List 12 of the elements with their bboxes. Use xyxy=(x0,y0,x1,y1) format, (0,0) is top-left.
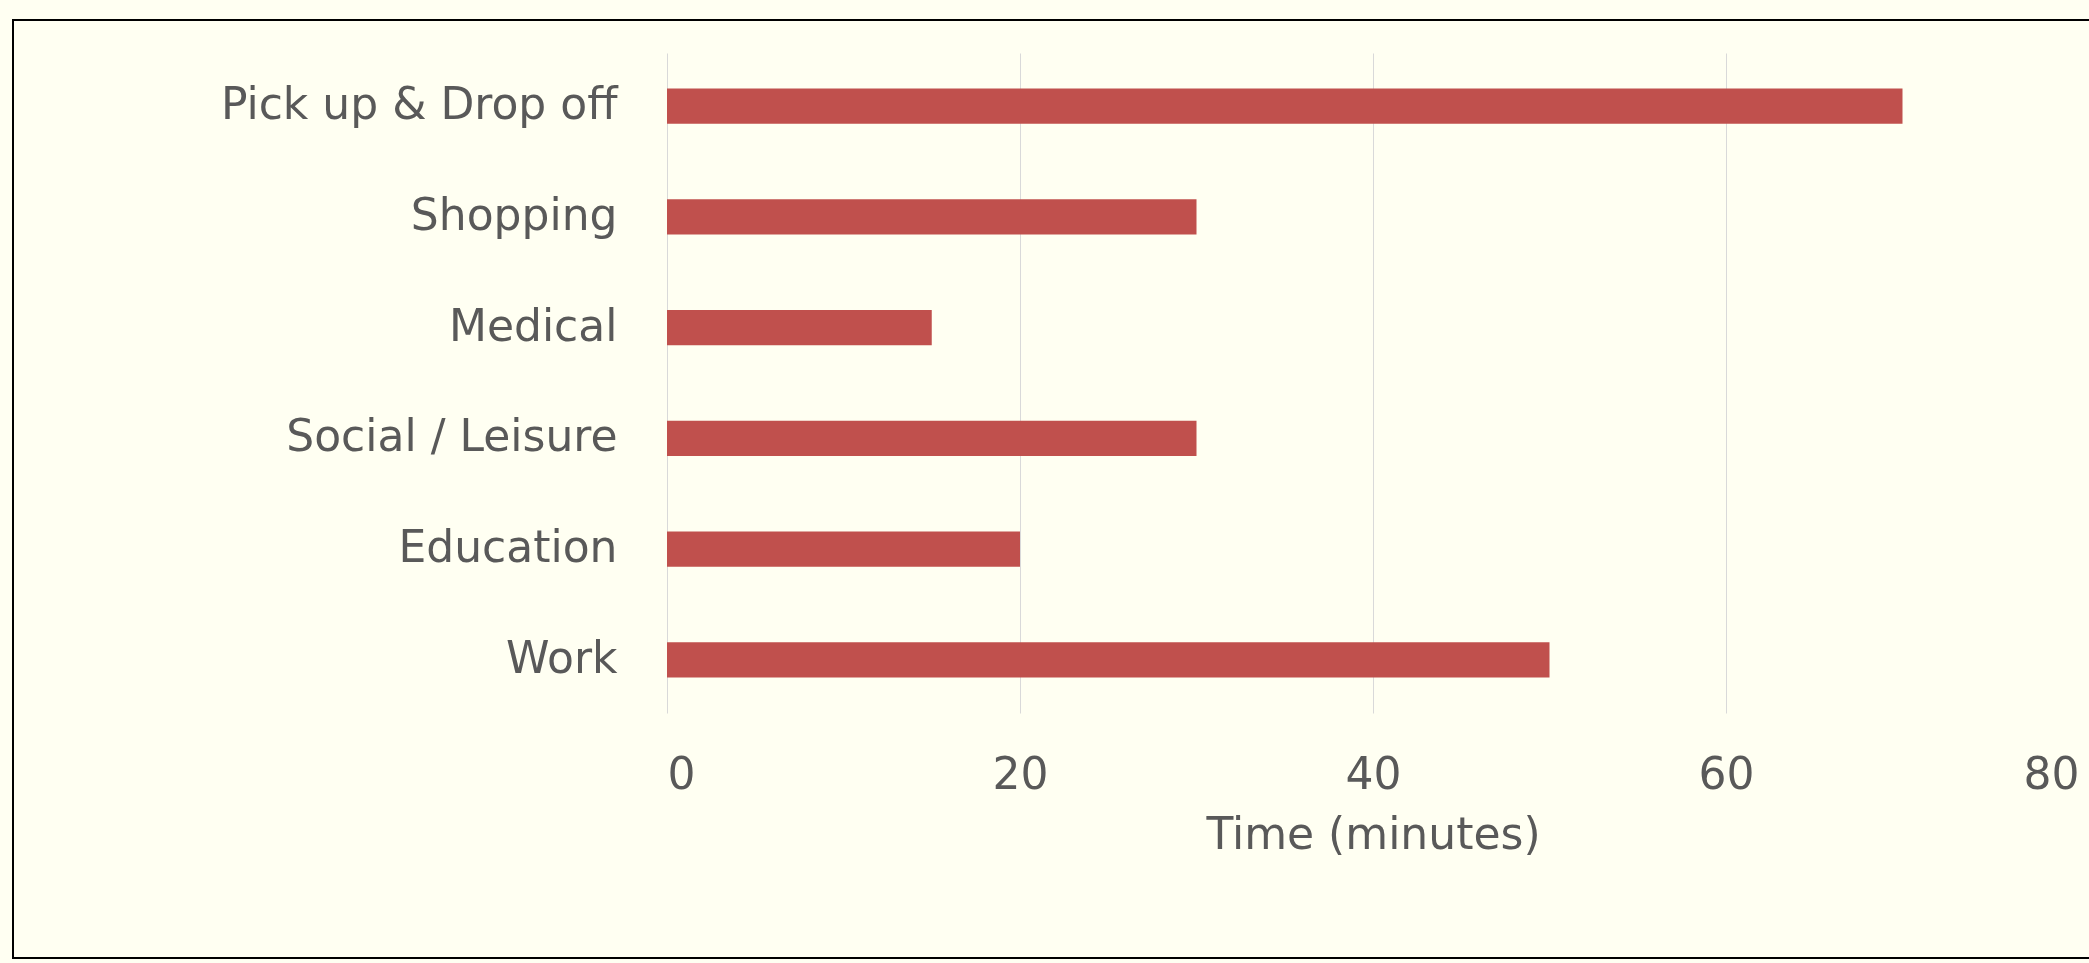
y-tick-label: Shopping xyxy=(410,188,618,240)
y-tick-label: Medical xyxy=(448,299,618,351)
x-tick-label: 60 xyxy=(1698,747,1755,799)
y-tick-label: Pick up & Drop off xyxy=(220,78,620,130)
x-axis-title: Time (minutes) xyxy=(1205,807,1541,859)
x-tick-label: 20 xyxy=(992,747,1049,799)
x-tick-label: 40 xyxy=(1345,747,1402,799)
x-tick-label: 0 xyxy=(667,747,696,799)
y-tick-label: Education xyxy=(398,521,618,573)
y-tick-label: Social / Leisure xyxy=(286,410,618,462)
x-tick-label: 80 xyxy=(2023,747,2080,799)
y-tick-label: Work xyxy=(506,631,619,683)
